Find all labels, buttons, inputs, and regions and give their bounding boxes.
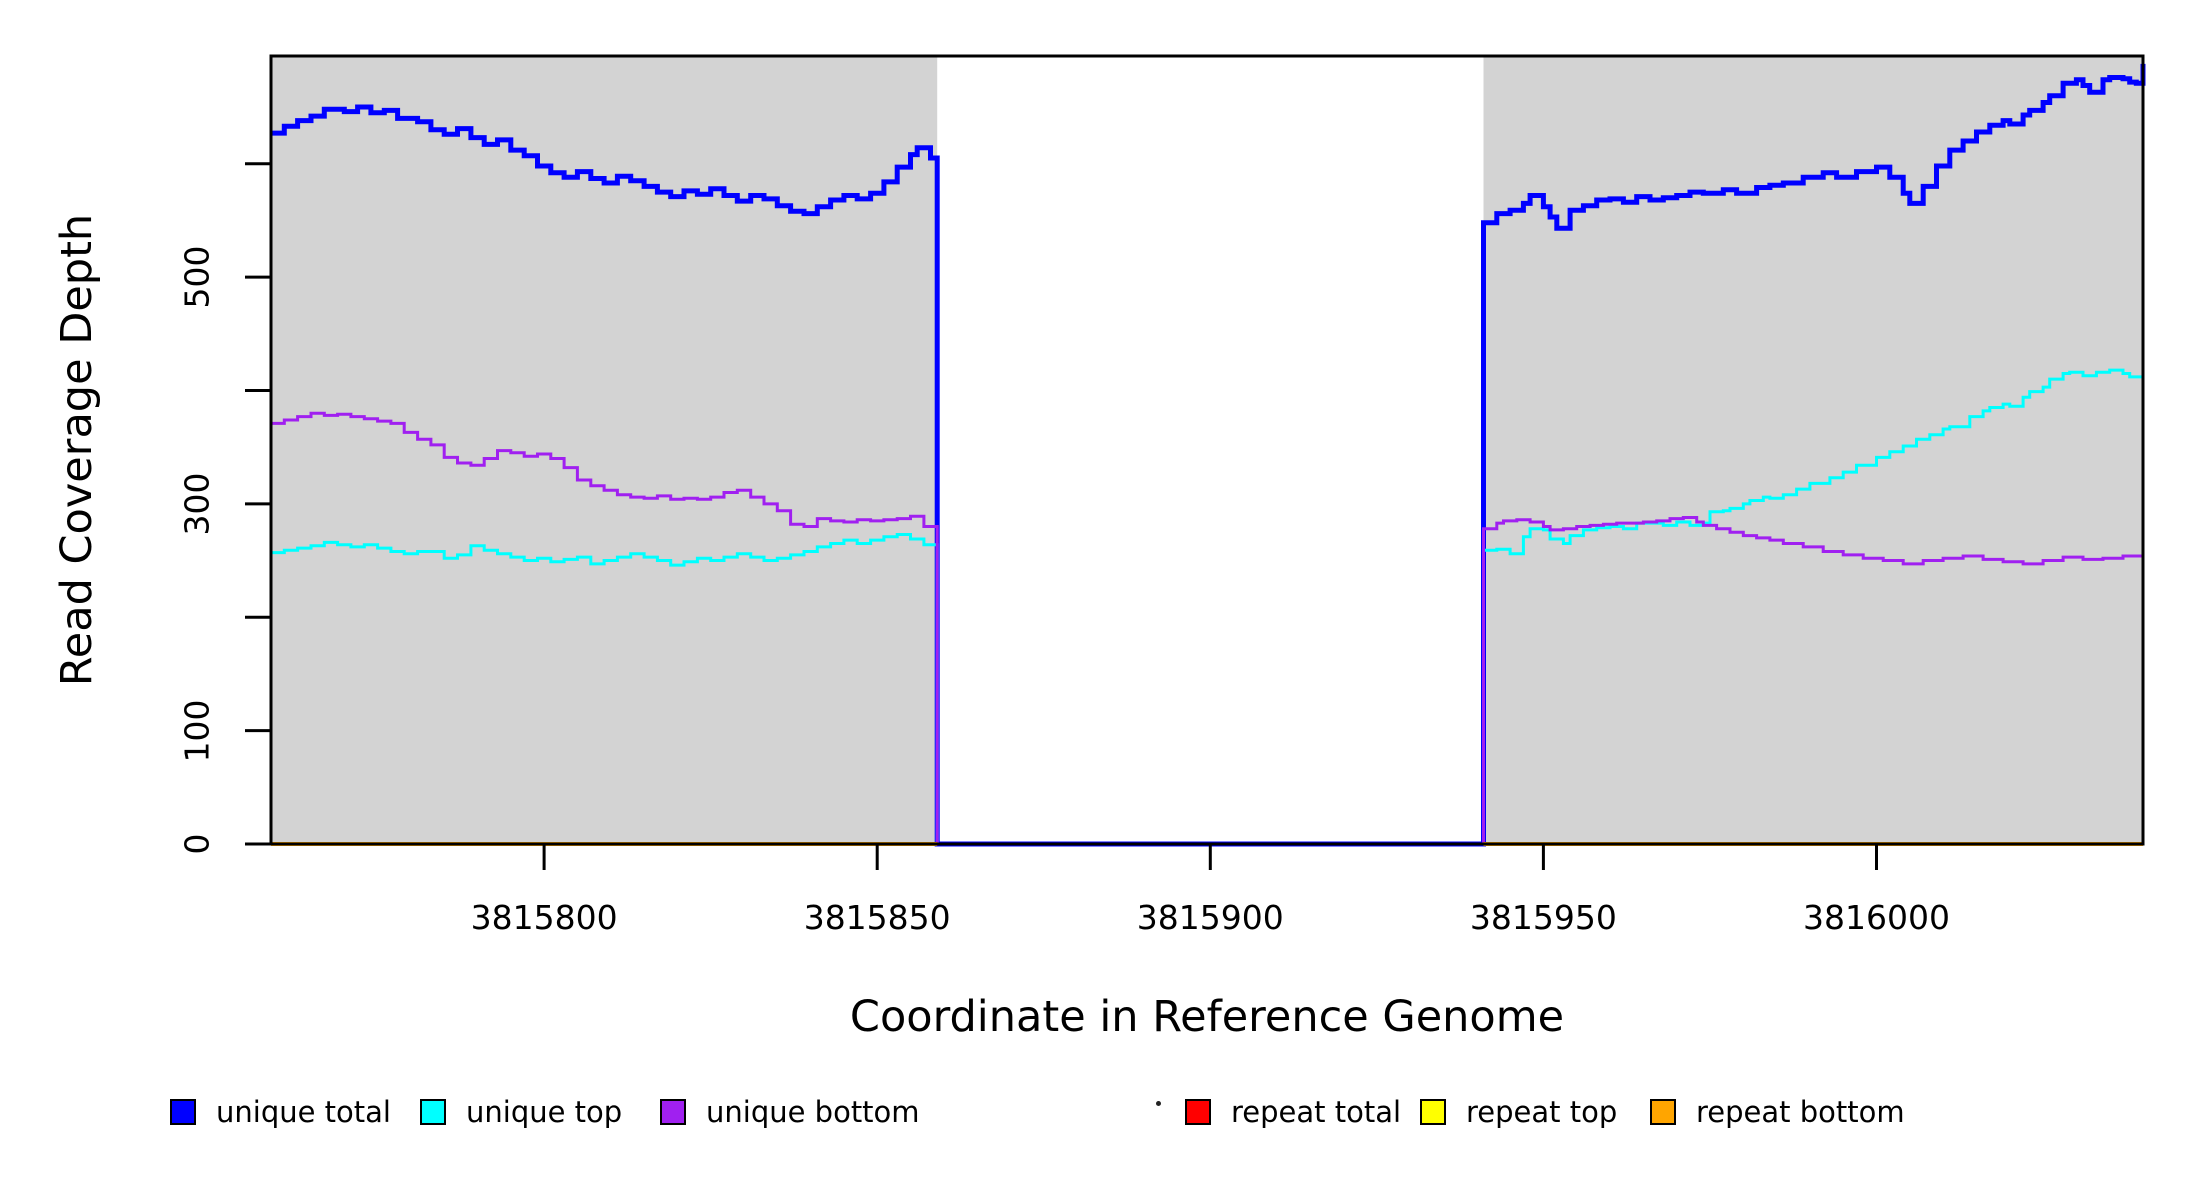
- y-tick-label: 0: [177, 833, 217, 855]
- legend-label: repeat bottom: [1696, 1095, 1905, 1129]
- y-tick-label: 100: [177, 699, 217, 763]
- series-unique-bottom: [271, 411, 2145, 846]
- stray-dot: [1156, 1101, 1161, 1106]
- legend-label: unique bottom: [706, 1095, 920, 1129]
- series-unique-total: [271, 63, 2146, 847]
- legend-label: unique top: [466, 1095, 623, 1129]
- repeat-top-swatch-icon: [1420, 1099, 1446, 1125]
- legend-label: unique total: [216, 1095, 391, 1129]
- x-tick-label: 3815900: [1136, 898, 1284, 937]
- repeat-total-swatch-icon: [1185, 1099, 1211, 1125]
- y-axis-title: Read Coverage Depth: [52, 213, 102, 687]
- unique-bottom-swatch-icon: [660, 1099, 686, 1125]
- legend-item-repeat-bottom: repeat bottom: [1650, 1094, 1905, 1130]
- legend-label: repeat top: [1466, 1095, 1618, 1129]
- unique-top-swatch-icon: [420, 1099, 446, 1125]
- x-tick-label: 3816000: [1803, 898, 1950, 937]
- legend-item-repeat-total: repeat total: [1185, 1094, 1401, 1130]
- unique-total-swatch-icon: [170, 1099, 196, 1125]
- legend-item-unique-bottom: unique bottom: [660, 1094, 920, 1130]
- x-tick-label: 3815950: [1469, 898, 1617, 937]
- covered-region: [1483, 56, 2143, 844]
- plot-frame: [269, 54, 2145, 846]
- legend-item-repeat-top: repeat top: [1420, 1094, 1617, 1130]
- legend-item-unique-top: unique top: [420, 1094, 622, 1130]
- legend-item-unique-total: unique total: [170, 1094, 391, 1130]
- x-tick-label: 3815850: [803, 898, 951, 937]
- repeat-bottom-swatch-icon: [1650, 1099, 1676, 1125]
- x-tick-label: 3815800: [470, 898, 618, 937]
- legend-label: repeat total: [1231, 1095, 1402, 1129]
- series-unique-top: [271, 368, 2145, 846]
- y-tick-label: 300: [177, 472, 217, 536]
- covered-region: [271, 56, 938, 844]
- x-axis-title: Coordinate in Reference Genome: [849, 992, 1565, 1042]
- y-tick-label: 500: [177, 245, 217, 309]
